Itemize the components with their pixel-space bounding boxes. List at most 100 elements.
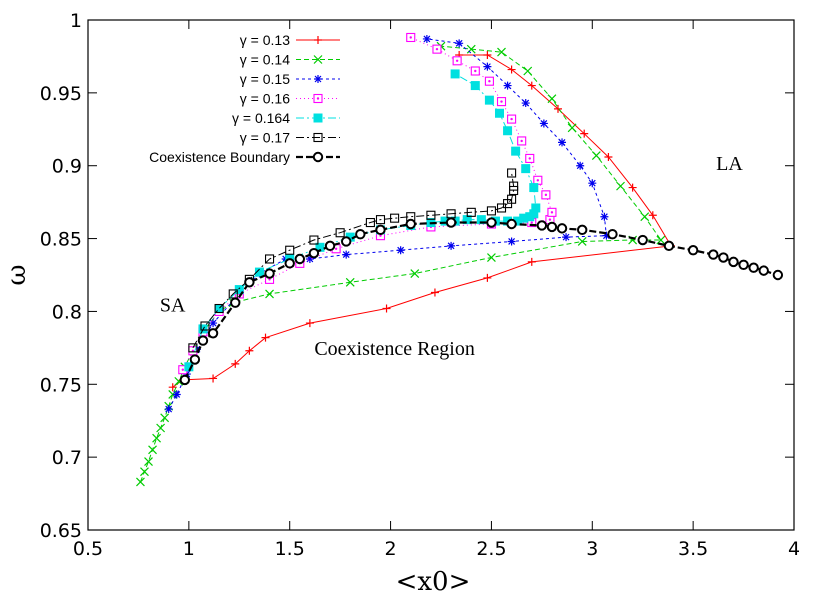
data-point bbox=[164, 405, 173, 414]
data-point bbox=[663, 240, 675, 252]
series-line bbox=[192, 172, 515, 349]
data-point bbox=[507, 237, 516, 246]
data-point bbox=[486, 206, 496, 216]
data-point bbox=[466, 44, 476, 54]
data-point bbox=[494, 108, 504, 118]
x-axis-label: <x0> bbox=[396, 567, 471, 597]
data-point bbox=[547, 207, 557, 217]
data-point bbox=[207, 328, 219, 339]
y-tick-label: 0.95 bbox=[40, 83, 82, 105]
y-tick-label: 1 bbox=[70, 10, 82, 32]
data-point bbox=[382, 304, 391, 313]
legend-marker bbox=[312, 151, 324, 163]
data-point bbox=[503, 126, 513, 136]
data-point bbox=[156, 423, 166, 433]
data-point bbox=[140, 467, 149, 477]
axis-layer: 0.5 1 1.5 2 2.5 3 3.5 4 0.65 0.7 0.75 0.8 0.85 0.9 0.9… bbox=[40, 10, 800, 560]
x-tick-label: 2.5 bbox=[476, 538, 506, 560]
legend-label: γ = 0.13 bbox=[240, 32, 290, 48]
data-point bbox=[541, 190, 551, 200]
data-point bbox=[527, 257, 536, 266]
data-point bbox=[309, 235, 319, 245]
data-point bbox=[772, 269, 784, 281]
data-point bbox=[335, 228, 345, 238]
data-point bbox=[497, 47, 506, 57]
data-point bbox=[517, 136, 527, 146]
data-point bbox=[607, 229, 618, 240]
y-tick-label: 0.8 bbox=[52, 301, 82, 323]
data-point bbox=[758, 265, 769, 276]
data-point bbox=[261, 333, 270, 342]
y-tick-label: 0.85 bbox=[40, 229, 82, 251]
data-point bbox=[486, 217, 497, 228]
data-point bbox=[390, 213, 400, 223]
data-point bbox=[539, 119, 548, 128]
data-point bbox=[591, 151, 601, 160]
data-point bbox=[284, 258, 295, 269]
legend-label: γ = 0.15 bbox=[240, 71, 290, 87]
data-point bbox=[285, 245, 295, 255]
data-point bbox=[340, 236, 352, 247]
x-tick-label: 1.5 bbox=[275, 538, 305, 560]
data-point bbox=[546, 221, 558, 233]
series-line bbox=[183, 221, 779, 381]
data-point bbox=[553, 104, 562, 113]
data-point bbox=[628, 183, 637, 192]
legend-label: γ = 0.164 bbox=[232, 110, 290, 126]
data-point bbox=[525, 153, 535, 163]
data-point bbox=[470, 66, 480, 76]
data-point bbox=[523, 66, 533, 76]
series-layer bbox=[136, 32, 784, 487]
data-point bbox=[426, 210, 436, 220]
data-point bbox=[687, 245, 699, 256]
data-point bbox=[197, 335, 209, 346]
data-point bbox=[531, 203, 541, 213]
legend-marker bbox=[313, 113, 323, 123]
data-point bbox=[230, 297, 241, 308]
data-point bbox=[496, 97, 507, 107]
data-point bbox=[521, 99, 530, 108]
data-point bbox=[511, 146, 521, 156]
data-point bbox=[264, 268, 275, 279]
data-point bbox=[324, 240, 336, 252]
annotation: Coexistence Region bbox=[314, 338, 475, 360]
data-point bbox=[708, 249, 719, 260]
data-point bbox=[567, 123, 577, 133]
data-point bbox=[396, 246, 405, 255]
data-point bbox=[452, 56, 462, 66]
data-point bbox=[214, 303, 224, 314]
data-point bbox=[521, 164, 531, 174]
data-point bbox=[179, 374, 191, 386]
y-tick-label: 0.9 bbox=[52, 156, 82, 178]
data-point bbox=[308, 247, 320, 259]
data-point bbox=[503, 81, 512, 90]
data-point bbox=[189, 354, 201, 365]
data-point bbox=[466, 207, 476, 217]
data-point bbox=[184, 362, 194, 372]
plot-frame bbox=[87, 19, 795, 531]
data-point bbox=[445, 217, 457, 228]
data-point bbox=[483, 62, 492, 71]
data-point bbox=[507, 65, 516, 74]
data-point bbox=[375, 224, 386, 236]
y-tick-label: 0.7 bbox=[52, 447, 82, 469]
data-point bbox=[160, 413, 170, 423]
data-point bbox=[264, 254, 275, 264]
data-point bbox=[172, 390, 181, 399]
data-point bbox=[200, 321, 210, 331]
legend-label: γ = 0.17 bbox=[240, 130, 290, 146]
annotations: LA SA Coexistence Region bbox=[160, 153, 743, 360]
data-point bbox=[483, 50, 492, 59]
data-point bbox=[506, 218, 517, 230]
data-point bbox=[422, 34, 431, 43]
legend-label: Coexistence Boundary bbox=[149, 149, 290, 165]
data-point bbox=[136, 477, 145, 487]
data-point bbox=[375, 215, 386, 225]
data-point bbox=[577, 224, 588, 236]
x-tick-label: 2 bbox=[385, 538, 397, 560]
data-point bbox=[588, 179, 597, 188]
data-point bbox=[432, 44, 442, 54]
data-point bbox=[476, 215, 486, 225]
data-point bbox=[405, 218, 416, 230]
data-point bbox=[265, 289, 274, 299]
